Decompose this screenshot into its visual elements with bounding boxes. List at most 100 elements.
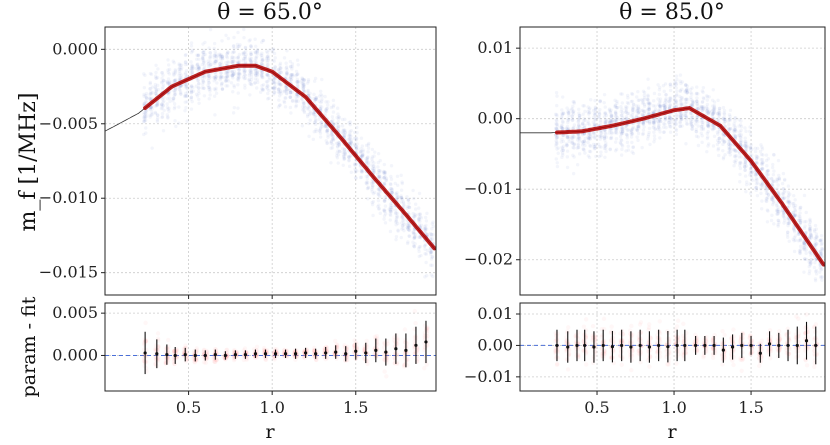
scatter-point [289,78,294,82]
scatter-point [664,99,668,103]
scatter-point [306,105,310,109]
scatter-point [625,140,630,145]
scatter-point [279,70,283,74]
scatter-point [413,242,417,246]
residual-point [638,320,644,325]
scatter-point [744,129,748,134]
scatter-point [809,233,813,237]
scatter-point [360,153,365,158]
scatter-point [277,81,281,86]
scatter-point [742,164,747,169]
scatter-point [396,221,400,226]
scatter-point [372,161,376,165]
scatter-point [694,92,699,96]
scatter-point [197,81,201,86]
scatter-point [761,161,765,165]
scatter-point [565,127,569,131]
scatter-point [244,52,248,57]
scatter-point [402,228,406,233]
residual-point [384,355,389,361]
scatter-point [696,135,700,139]
scatter-point [555,142,559,146]
scatter-point [567,135,571,139]
scatter-point [342,133,347,138]
scatter-point [159,80,164,85]
scatter-point [711,112,715,116]
scatter-point [341,128,346,132]
scatter-point [172,93,177,98]
scatter-point [161,85,165,89]
error-bar-center [344,352,348,356]
scatter-point [809,233,813,238]
scatter-point [224,78,228,83]
scatter-point [710,109,714,113]
scatter-point [675,89,679,93]
scatter-point [153,86,158,90]
scatter-point [608,147,612,152]
scatter-point [586,136,591,141]
scatter-point [366,143,370,147]
scatter-point [325,109,329,113]
scatter-point [609,114,613,118]
scatter-point [318,126,323,130]
scatter-point [588,149,593,154]
scatter-point [701,85,706,90]
scatter-point [560,123,564,127]
scatter-point [689,95,693,100]
scatter-point [371,180,376,185]
scatter-point [641,122,646,126]
scatter-point [337,142,341,147]
scatter-point [705,102,710,107]
scatter-point [155,103,159,108]
scatter-point [407,205,411,209]
scatter-point [711,144,716,148]
scatter-point [793,209,798,213]
scatter-point [220,75,225,79]
error-bar-center [314,352,318,356]
scatter-point [156,101,160,105]
scatter-point [253,71,257,76]
scatter-point [678,99,683,103]
scatter-point [153,110,158,115]
scatter-point [721,148,725,153]
scatter-point [236,55,241,60]
scatter-point [190,67,195,71]
scatter-point [431,233,435,237]
scatter-point [265,51,270,55]
scatter-point [183,71,188,75]
scatter-point [390,190,394,195]
scatter-point [300,76,304,80]
residual-point [231,358,237,363]
scatter-point [294,92,299,97]
scatter-point [370,185,375,190]
scatter-point [803,257,807,261]
scatter-point [189,67,193,71]
scatter-point [185,94,189,98]
scatter-point [267,78,271,82]
scatter-point [248,59,253,63]
scatter-point [235,61,240,65]
scatter-point [279,92,283,96]
scatter-point [745,145,749,149]
scatter-point [232,72,236,76]
scatter-point [162,108,166,113]
scatter-point [142,92,146,97]
scatter-point [812,265,817,270]
scatter-point [271,66,275,71]
scatter-point [748,173,752,177]
scatter-point [814,272,819,276]
scatter-point [383,172,387,176]
scatter-point [291,74,295,78]
scatter-point [764,153,769,157]
scatter-point [237,68,241,72]
scatter-point [674,83,678,87]
scatter-point [376,192,380,196]
scatter-point [173,92,177,97]
scatter-point [658,103,662,108]
scatter-point [787,221,791,225]
scatter-point [771,179,776,183]
scatter-point [265,72,270,77]
scatter-point [575,146,579,150]
scatter-point [208,27,213,32]
scatter-point [717,106,722,111]
